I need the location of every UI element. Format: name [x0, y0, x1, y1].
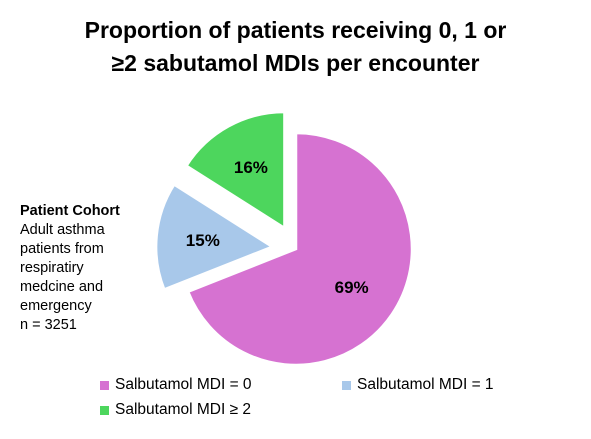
legend-swatch	[100, 380, 109, 390]
legend-swatch	[342, 380, 351, 390]
cohort-line: emergency	[20, 298, 92, 314]
legend-item-mdi-2plus: Salbutamol MDI ≥ 2	[100, 401, 251, 419]
legend-label: Salbutamol MDI = 0	[115, 376, 252, 393]
legend-swatch	[100, 405, 109, 415]
cohort-line: medcine and	[20, 279, 104, 295]
cohort-annotation: Patient Cohort Adult asthma patients fro…	[20, 202, 150, 335]
legend-label: Salbutamol MDI ≥ 2	[115, 401, 252, 418]
cohort-line: n = 3251	[20, 317, 77, 333]
cohort-line: Adult asthma	[20, 222, 105, 238]
pie-slice	[184, 110, 286, 231]
slice-label: 15%	[186, 231, 220, 250]
cohort-line: patients from	[20, 241, 104, 257]
cohort-line: respiratiry	[20, 260, 84, 276]
legend-label: Salbutamol MDI = 1	[357, 376, 494, 393]
cohort-title: Patient Cohort	[20, 203, 120, 219]
pie-slice	[154, 182, 275, 292]
pie-slice	[186, 131, 414, 367]
legend-item-mdi-1: Salbutamol MDI = 1	[342, 376, 494, 394]
chart-title: Proportion of patients receiving 0, 1 or…	[84, 17, 507, 76]
slice-label: 16%	[234, 158, 268, 177]
legend-item-mdi-0: Salbutamol MDI = 0	[100, 376, 252, 394]
slice-label: 69%	[335, 278, 369, 297]
